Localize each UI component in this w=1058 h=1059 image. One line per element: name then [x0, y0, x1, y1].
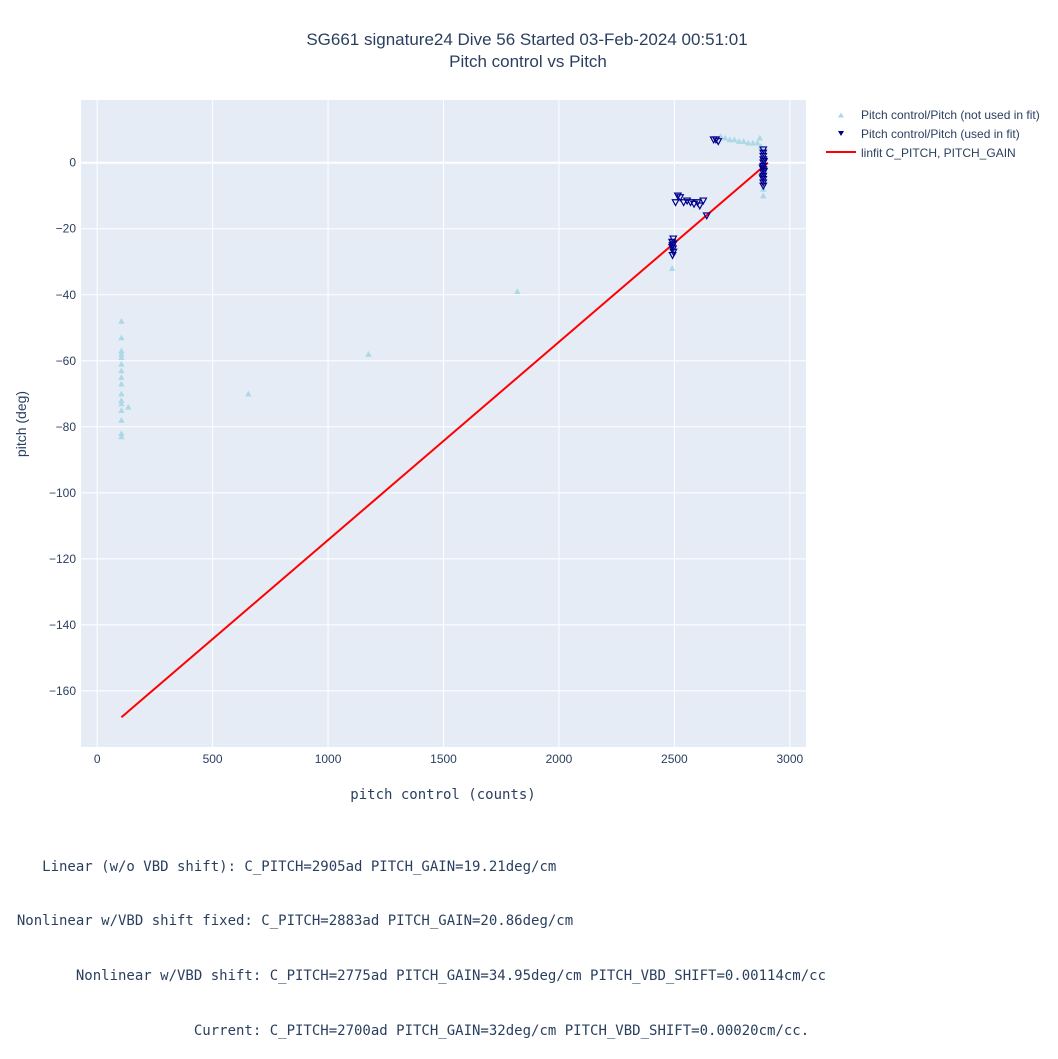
data-point-not-used[interactable] [118, 360, 125, 367]
x-tick-labels: 0 500 1000 1500 2000 2500 3000 [94, 752, 804, 766]
x-axis-label: pitch control (counts) [350, 787, 535, 803]
y-tick-label: −60 [56, 354, 77, 368]
note-line-nonlinear-fixed: Nonlinear w/VBD shift fixed: C_PITCH=288… [0, 913, 574, 930]
legend-label-linfit: linfit C_PITCH, PITCH_GAIN [861, 146, 1016, 160]
legend-label-not-used: Pitch control/Pitch (not used in fit) [861, 108, 1040, 122]
data-point-not-used[interactable] [118, 430, 125, 437]
y-tick-label: −20 [56, 222, 77, 236]
y-tick-label: −100 [49, 486, 76, 500]
data-point-used[interactable] [689, 200, 699, 209]
data-point-not-used[interactable] [726, 136, 734, 143]
data-point-used[interactable] [668, 251, 677, 260]
x-tick-label: 1500 [430, 752, 457, 766]
data-point-used[interactable] [759, 182, 768, 191]
used-series [667, 136, 769, 260]
data-point-used[interactable] [671, 199, 680, 207]
y-tick-label: −40 [56, 288, 77, 302]
data-point-not-used[interactable] [118, 433, 125, 440]
data-point-not-used[interactable] [735, 138, 743, 144]
legend-item-linfit[interactable]: linfit C_PITCH, PITCH_GAIN [826, 146, 1016, 160]
data-point-used[interactable] [759, 157, 769, 166]
data-point-used[interactable] [675, 194, 685, 202]
data-point-used[interactable] [711, 136, 721, 145]
data-point-not-used[interactable] [745, 139, 752, 146]
x-tick-label: 0 [94, 752, 101, 766]
chart-subtitle: Pitch control vs Pitch [449, 52, 607, 71]
data-point-not-used[interactable] [514, 288, 521, 295]
data-point-not-used[interactable] [118, 347, 125, 354]
legend: Pitch control/Pitch (not used in fit) Pi… [826, 108, 1040, 160]
legend-label-used: Pitch control/Pitch (used in fit) [861, 127, 1020, 141]
data-point-not-used[interactable] [118, 380, 125, 387]
data-point-not-used[interactable] [118, 397, 125, 403]
data-point-not-used[interactable] [754, 139, 761, 146]
not-used-series [118, 133, 767, 440]
legend-item-not-used[interactable]: Pitch control/Pitch (not used in fit) [838, 108, 1040, 122]
data-point-not-used[interactable] [740, 138, 747, 144]
y-tick-label: −160 [49, 684, 76, 698]
chart: SG661 signature24 Dive 56 Started 03-Feb… [13, 30, 1040, 803]
data-point-not-used[interactable] [118, 317, 125, 324]
data-point-used[interactable] [758, 174, 767, 183]
linfit-line [120, 161, 769, 719]
data-point-not-used[interactable] [749, 139, 757, 146]
grid [81, 100, 806, 747]
data-point-not-used[interactable] [731, 136, 738, 143]
data-point-not-used[interactable] [118, 407, 125, 413]
data-point-used[interactable] [669, 235, 678, 244]
x-tick-label: 2500 [661, 752, 688, 766]
data-point-not-used[interactable] [118, 416, 125, 423]
data-point-not-used[interactable] [125, 403, 132, 410]
note-line-current: Current: C_PITCH=2700ad PITCH_GAIN=32deg… [0, 1023, 810, 1040]
data-point-not-used[interactable] [118, 350, 125, 357]
data-point-not-used[interactable] [118, 354, 125, 361]
y-tick-labels: 0 −20 −40 −60 −80 −100 −120 −140 −160 [49, 156, 76, 698]
y-tick-label: 0 [69, 156, 76, 170]
chart-title: SG661 signature24 Dive 56 Started 03-Feb… [306, 30, 747, 49]
data-point-used[interactable] [673, 192, 683, 201]
legend-marker-triangle-down [838, 131, 844, 136]
y-tick-label: −80 [56, 420, 77, 434]
x-tick-label: 500 [203, 752, 223, 766]
data-point-used[interactable] [669, 240, 678, 249]
data-point-not-used[interactable] [118, 390, 125, 397]
data-point-not-used[interactable] [118, 334, 125, 341]
data-point-used[interactable] [679, 199, 688, 207]
data-point-not-used[interactable] [668, 265, 676, 271]
x-tick-label: 1000 [315, 752, 342, 766]
data-point-not-used[interactable] [760, 192, 767, 199]
data-point-used[interactable] [702, 212, 711, 220]
fit-line-series [120, 161, 769, 719]
legend-item-used[interactable]: Pitch control/Pitch (used in fit) [838, 127, 1020, 141]
fit-notes: Linear (w/o VBD shift): C_PITCH=2905ad P… [0, 821, 1058, 1059]
data-point-not-used[interactable] [118, 400, 125, 407]
data-point-not-used[interactable] [118, 367, 125, 374]
y-axis-label: pitch (deg) [13, 391, 29, 457]
data-point-used[interactable] [699, 197, 708, 206]
data-point-used[interactable] [695, 202, 705, 211]
data-point-not-used[interactable] [118, 374, 125, 380]
data-point-not-used[interactable] [245, 390, 252, 397]
x-tick-label: 2000 [546, 752, 573, 766]
y-tick-label: −140 [49, 618, 76, 632]
note-line-nonlinear-shift: Nonlinear w/VBD shift: C_PITCH=2775ad PI… [0, 968, 827, 985]
y-tick-label: −120 [49, 552, 76, 566]
note-line-linear: Linear (w/o VBD shift): C_PITCH=2905ad P… [0, 858, 557, 875]
x-tick-label: 3000 [776, 752, 803, 766]
data-point-not-used[interactable] [365, 350, 372, 357]
data-point-used[interactable] [759, 167, 769, 176]
legend-marker-triangle-up [838, 112, 844, 118]
data-point-not-used[interactable] [721, 134, 729, 141]
data-point-not-used[interactable] [756, 134, 764, 141]
